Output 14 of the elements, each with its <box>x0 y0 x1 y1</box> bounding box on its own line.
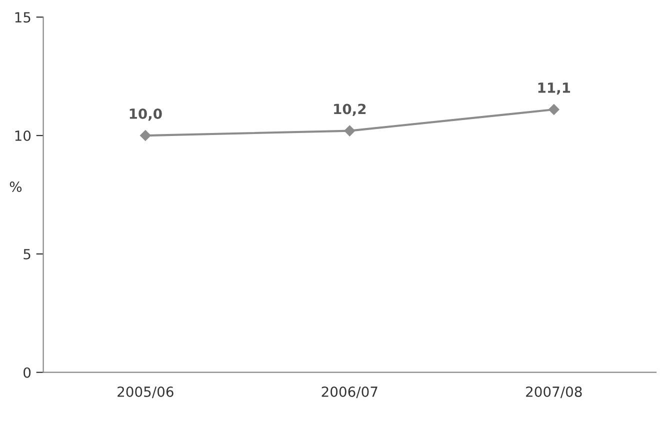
point <box>548 104 560 115</box>
y-tick-label: 15 <box>15 12 30 23</box>
y-tick-label: 10 <box>15 130 31 142</box>
y-tick-label: 0 <box>24 367 31 378</box>
data-label: 11,1 <box>538 82 570 95</box>
point <box>344 125 356 136</box>
x-tick-label: 2005/06 <box>118 386 174 398</box>
y-axis-title: % <box>10 182 22 192</box>
x-tick-label: 2006/07 <box>322 386 378 398</box>
data-label: 10,2 <box>334 104 366 116</box>
y-tick-label: 5 <box>24 249 30 260</box>
x-tick-label: 2007/08 <box>526 386 582 398</box>
data-label: 10,0 <box>130 108 162 121</box>
point <box>140 130 151 141</box>
